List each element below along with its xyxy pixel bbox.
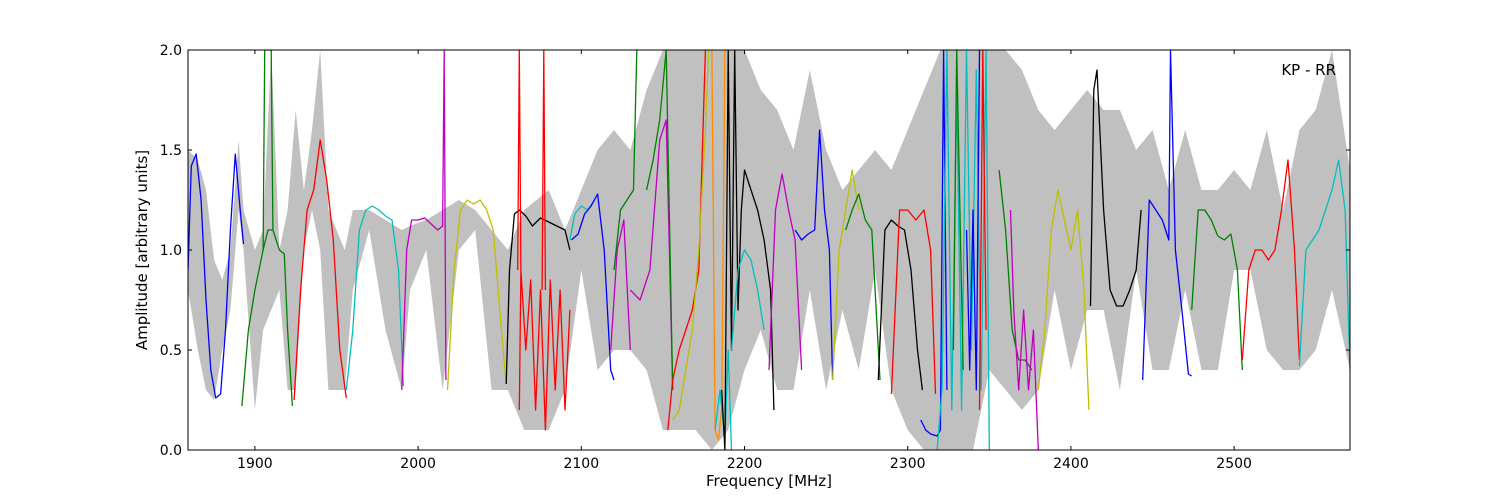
series-line-4: [293, 139, 347, 401]
series-line-3: [262, 50, 274, 251]
y-tick-label: 2.0: [160, 43, 182, 59]
series-line-15: [613, 50, 638, 271]
series-line-24: [768, 173, 803, 371]
y-tick-label: 1.0: [160, 243, 182, 259]
x-tick-label: 2500: [1216, 456, 1252, 472]
y-axis: 0.0 0.5 1.0 1.5 2.0: [160, 43, 1350, 459]
y-axis-label: Amplitude [arbitrary units]: [133, 150, 151, 350]
series-line-8: [505, 209, 571, 385]
series-line-30: [920, 50, 948, 437]
series-line-6: [401, 50, 447, 391]
series-line-29: [890, 209, 937, 395]
envelope-band: [188, 50, 1350, 450]
series-line-17: [645, 50, 674, 391]
x-tick-label: 2300: [890, 456, 926, 472]
series-line-18: [667, 50, 707, 431]
series-line-23: [730, 249, 765, 351]
series-line-2: [241, 229, 294, 407]
y-tick-label: 1.5: [160, 143, 182, 159]
x-tick-label: 2100: [563, 456, 599, 472]
series-line-22: [721, 50, 775, 450]
x-tick-label: 1900: [237, 456, 273, 472]
series-line-32: [952, 50, 964, 371]
series-line-37: [1037, 189, 1090, 411]
x-tick-label: 2000: [400, 456, 436, 472]
series-line-5: [345, 205, 405, 391]
x-tick-label: 2400: [1053, 456, 1089, 472]
series-line-26: [831, 169, 860, 381]
series-line-20: [711, 50, 726, 441]
series-line-25: [794, 129, 834, 381]
series-line-7: [446, 199, 507, 391]
x-axis: 1900 2000 2100 2200 2300 2400 2500: [237, 50, 1252, 472]
series-line-40: [1191, 209, 1243, 371]
series-line-19: [672, 50, 710, 421]
series-line-13: [571, 193, 615, 381]
series-line-34: [978, 50, 987, 411]
series-line-39: [1142, 50, 1193, 381]
series-line-38: [1089, 69, 1142, 307]
y-tick-label: 0.0: [160, 443, 182, 459]
series-line-9: [518, 269, 571, 431]
series-line-27: [845, 193, 881, 381]
plot-area: [188, 50, 1350, 450]
series-line-28: [877, 219, 924, 391]
series-line-11: [541, 50, 547, 291]
series-line-1: [188, 153, 245, 399]
x-tick-label: 2200: [727, 456, 763, 472]
series-line-33: [965, 50, 981, 391]
y-tick-label: 0.5: [160, 343, 182, 359]
series-line-36: [1009, 209, 1039, 450]
series-line-31: [936, 50, 990, 450]
series-line-42: [1298, 159, 1350, 371]
series-line-10: [517, 50, 522, 271]
series-line-14: [610, 219, 631, 351]
chart-annotation: KP - RR: [1281, 61, 1336, 79]
x-axis-label: Frequency [MHz]: [706, 472, 832, 490]
series-line-41: [1241, 159, 1301, 361]
